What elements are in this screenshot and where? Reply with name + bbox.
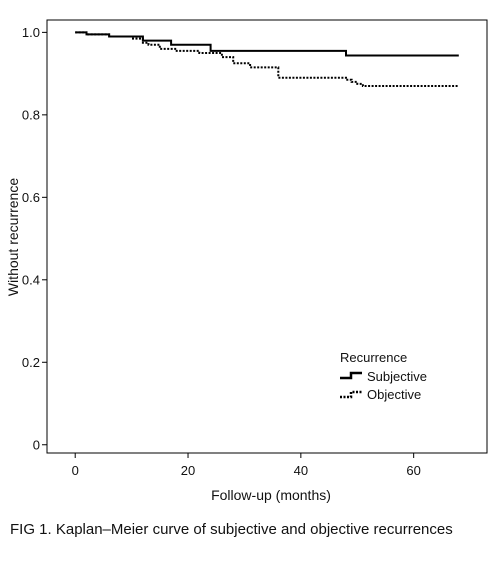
y-tick-label: 0.8 [22,107,40,122]
figure-caption: FIG 1. Kaplan–Meier curve of subjective … [10,521,453,538]
series-line-objective [75,31,459,87]
legend: Recurrence Subjective Objective [340,350,427,402]
x-tick-label: 0 [72,463,79,478]
legend-label-subjective: Subjective [367,369,427,384]
legend-label-objective: Objective [367,387,421,402]
legend-entry-objective: Objective [340,387,421,402]
series-layer [75,31,459,87]
axis-ticks: 0 20 40 60 0 0.2 0.4 0.6 0.8 1.0 [22,25,421,478]
series-line-subjective [75,31,459,57]
y-tick-label: 0.6 [22,190,40,205]
y-axis-label: Without recurrence [5,178,21,296]
x-axis-label: Follow-up (months) [211,487,331,503]
legend-entry-subjective: Subjective [340,369,427,384]
legend-swatch-subjective [340,371,362,380]
y-tick-label: 0 [33,437,40,452]
x-tick-label: 20 [181,463,195,478]
x-tick-label: 40 [294,463,308,478]
x-tick-label: 60 [406,463,420,478]
y-tick-label: 0.2 [22,355,40,370]
y-tick-label: 0.4 [22,272,40,287]
plot-frame [46,19,488,454]
legend-swatch-objective [340,390,362,399]
legend-title: Recurrence [340,350,407,365]
y-tick-label: 1.0 [22,25,40,40]
kaplan-meier-chart: 0 20 40 60 0 0.2 0.4 0.6 0.8 1.0 Follow-up (month… [5,19,488,503]
